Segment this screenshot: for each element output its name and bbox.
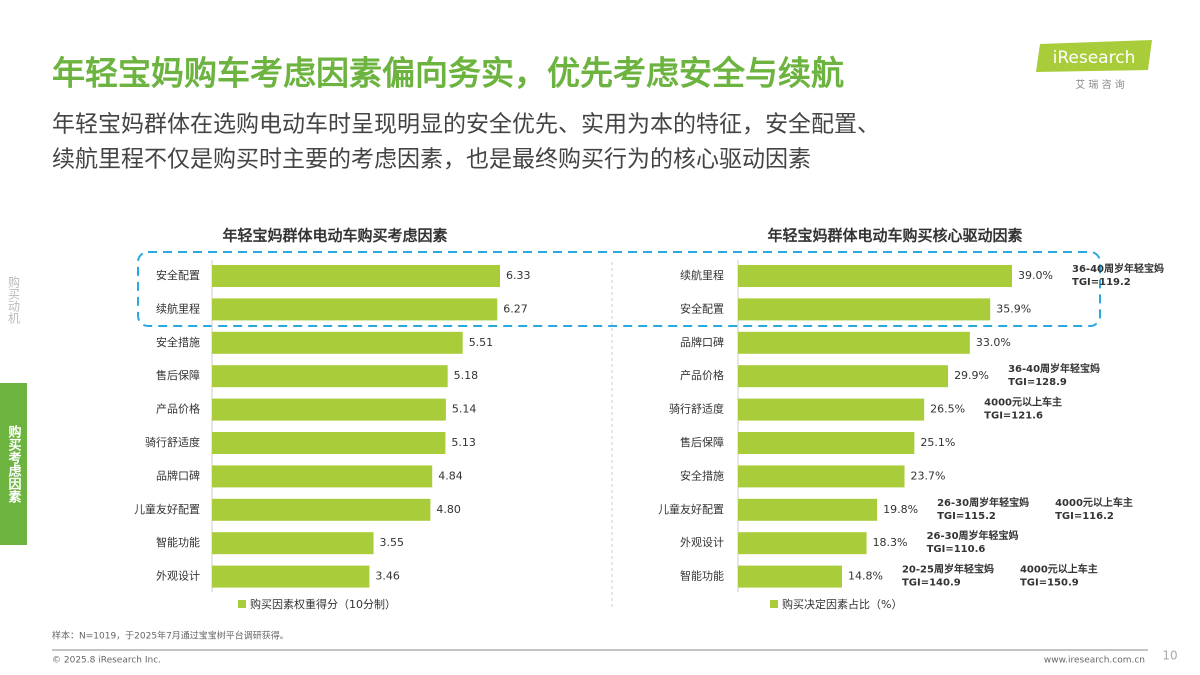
bar <box>738 565 842 588</box>
annotation: TGI=140.9 <box>902 578 961 589</box>
bar <box>738 465 905 488</box>
bar <box>212 398 446 421</box>
annotation: TGI=119.2 <box>1072 277 1131 288</box>
category-label: 安全配置 <box>156 268 200 282</box>
category-label: 续航里程 <box>156 301 200 315</box>
legend-swatch <box>770 600 778 608</box>
annotation: TGI=150.9 <box>1020 578 1079 589</box>
value-label: 25.1% <box>920 436 955 449</box>
bar <box>212 565 370 588</box>
footnote: 样本：N=1019，于2025年7月通过宝宝树平台调研获得。 <box>52 630 289 642</box>
subtitle-line: 续航里程不仅是购买时主要的考虑因素，也是最终购买行为的核心驱动因素 <box>52 147 811 173</box>
value-label: 39.0% <box>1018 269 1053 282</box>
highlight-box <box>137 251 1101 327</box>
annotation: TGI=116.2 <box>1055 511 1114 522</box>
value-label: 5.18 <box>454 369 479 382</box>
legend-label: 购买决定因素占比（%） <box>782 597 902 611</box>
bar <box>738 498 878 521</box>
bar <box>738 331 970 354</box>
bar <box>738 365 949 388</box>
category-label: 售后保障 <box>156 368 200 382</box>
value-label: 19.8% <box>883 503 918 516</box>
annotation: TGI=110.6 <box>927 544 986 555</box>
bar <box>212 331 463 354</box>
value-label: 35.9% <box>996 302 1031 315</box>
category-label: 儿童友好配置 <box>134 502 200 516</box>
value-label: 5.13 <box>451 436 476 449</box>
category-label: 品牌口碑 <box>156 468 200 482</box>
value-label: 3.46 <box>375 570 400 583</box>
category-label: 安全措施 <box>680 468 724 482</box>
value-label: 18.3% <box>873 536 908 549</box>
category-label: 智能功能 <box>680 569 724 583</box>
annotation: 20-25周岁年轻宝妈 <box>902 563 994 576</box>
annotation: 36-40周岁年轻宝妈 <box>1072 262 1164 275</box>
bar <box>212 365 448 388</box>
annotation: 26-30周岁年轻宝妈 <box>937 496 1029 509</box>
side-tab[interactable]: 购买考虑因素 <box>6 424 22 504</box>
page-number: 10 <box>1162 649 1177 663</box>
category-label: 外观设计 <box>680 536 724 549</box>
value-label: 4.80 <box>436 503 461 516</box>
value-label: 23.7% <box>911 469 946 482</box>
side-tab-active <box>0 383 27 545</box>
value-label: 33.0% <box>976 336 1011 349</box>
category-label: 续航里程 <box>680 268 724 282</box>
category-label: 安全配置 <box>680 301 724 315</box>
category-label: 儿童友好配置 <box>658 502 724 516</box>
annotation: TGI=121.6 <box>984 411 1043 422</box>
category-label: 产品价格 <box>680 368 724 382</box>
value-label: 26.5% <box>930 403 965 416</box>
bar <box>738 298 991 321</box>
annotation: 26-30周岁年轻宝妈 <box>927 529 1019 542</box>
logo-brand: iResearch <box>1053 48 1136 68</box>
bar <box>212 298 498 321</box>
annotation: 4000元以上车主 <box>1055 496 1133 509</box>
bar <box>738 432 915 454</box>
category-label: 售后保障 <box>680 435 724 449</box>
bar <box>738 265 1012 287</box>
logo-shape <box>1036 40 1152 72</box>
category-label: 安全措施 <box>156 335 200 349</box>
category-label: 外观设计 <box>156 570 200 583</box>
legend-label: 购买因素权重得分（10分制） <box>250 597 396 611</box>
annotation: TGI=128.9 <box>1008 377 1067 388</box>
subtitle-line: 年轻宝妈群体在选购电动车时呈现明显的安全优先、实用为本的特征，安全配置、 <box>52 112 880 138</box>
value-label: 4.84 <box>438 469 463 482</box>
logo-tagline: 艾 瑞 咨 询 <box>1075 78 1125 91</box>
bar <box>738 398 925 421</box>
category-label: 智能功能 <box>156 535 200 549</box>
category-label: 产品价格 <box>156 402 200 416</box>
category-label: 品牌口碑 <box>680 335 724 349</box>
annotation: 36-40周岁年轻宝妈 <box>1008 362 1100 375</box>
chart-title: 年轻宝妈群体电动车购买核心驱动因素 <box>767 227 1022 245</box>
value-label: 3.55 <box>380 536 405 549</box>
value-label: 6.33 <box>506 269 531 282</box>
bar <box>212 498 431 521</box>
annotation: 4000元以上车主 <box>1020 563 1098 576</box>
bar <box>738 532 867 555</box>
annotation: 4000元以上车主 <box>984 396 1062 409</box>
value-label: 5.51 <box>469 336 494 349</box>
side-tab[interactable]: 购买动机 <box>7 275 21 324</box>
chart-title: 年轻宝妈群体电动车购买考虑因素 <box>222 227 447 245</box>
value-label: 29.9% <box>954 369 989 382</box>
category-label: 骑行舒适度 <box>669 402 724 416</box>
annotation: TGI=115.2 <box>937 511 996 522</box>
category-label: 骑行舒适度 <box>145 435 200 449</box>
bar <box>212 465 433 488</box>
bar <box>212 265 500 287</box>
footer-url: www.iresearch.com.cn <box>1044 656 1145 666</box>
slide-title: 年轻宝妈购车考虑因素偏向务实，优先考虑安全与续航 <box>52 54 844 93</box>
bar <box>212 532 374 555</box>
legend-swatch <box>238 600 246 608</box>
footer-copyright: © 2025.8 iResearch Inc. <box>52 656 161 666</box>
bar <box>212 432 446 454</box>
value-label: 14.8% <box>848 570 883 583</box>
value-label: 6.27 <box>503 302 528 315</box>
value-label: 5.14 <box>452 403 477 416</box>
